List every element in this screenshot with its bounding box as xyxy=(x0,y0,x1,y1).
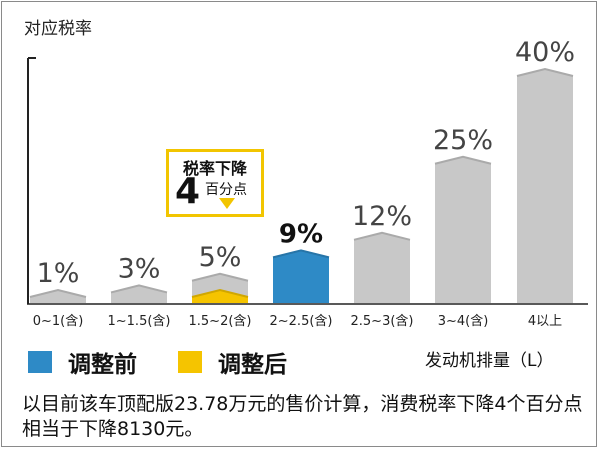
x-tick-label-2: 1~1.5(含) xyxy=(108,313,171,329)
bar-after-3-ridge xyxy=(191,288,249,298)
legend-before-swatch xyxy=(28,351,52,373)
legend-before: 调整前 xyxy=(28,345,137,379)
bar-after-3-body xyxy=(192,290,248,303)
value-labels: 1% 3% 5% 9% 12% 25% 40% xyxy=(37,37,575,289)
bars xyxy=(29,67,574,303)
bar-2-ridge xyxy=(110,284,168,294)
bar-2 xyxy=(110,284,168,303)
value-label-3: 5% xyxy=(199,242,242,273)
x-tick-label-5: 2.5~3(含) xyxy=(351,313,414,329)
bar-6 xyxy=(434,155,492,303)
bar-5-body xyxy=(354,232,410,303)
bar-4-body xyxy=(273,250,329,303)
bar-6-ridge xyxy=(434,155,492,165)
bar-5 xyxy=(353,231,411,303)
value-label-1: 1% xyxy=(37,258,80,289)
value-label-6: 25% xyxy=(433,125,493,156)
legend-after-label: 调整后 xyxy=(218,352,287,378)
x-tick-labels: 0~1(含) 1~1.5(含) 1.5~2(含) 2~2.5(含) 2.5~3(含) 3~… xyxy=(33,313,562,329)
down-arrow-icon xyxy=(219,198,235,209)
y-axis-label: 对应税率 xyxy=(24,19,92,39)
x-tick-label-3: 1.5~2(含) xyxy=(189,313,252,329)
x-tick-label-1: 0~1(含) xyxy=(33,313,84,329)
bar-3-ridge xyxy=(191,272,249,282)
legend-after: 调整后 xyxy=(178,345,287,379)
footnote: 以目前该车顶配版23.78万元的售价计算，消费税率下降4个百分点相当于下降813… xyxy=(22,393,583,440)
x-tick-label-4: 2~2.5(含) xyxy=(270,313,333,329)
value-label-4: 9% xyxy=(279,219,323,249)
value-label-5: 12% xyxy=(352,201,412,232)
callout-title: 税率下降 xyxy=(182,159,247,178)
tax-drop-callout: 税率下降 4 百分点 xyxy=(166,149,264,217)
bar-1 xyxy=(29,288,87,303)
bar-4 xyxy=(272,249,330,303)
bar-7-ridge xyxy=(516,67,574,77)
bar-7-body xyxy=(517,69,573,303)
legend-before-label: 调整前 xyxy=(68,352,137,378)
bar-1-ridge xyxy=(29,288,87,298)
bar-2-body xyxy=(111,285,167,303)
x-axis-title: 发动机排量（L） xyxy=(425,351,554,371)
bar-5-ridge xyxy=(353,231,411,241)
x-tick-label-6: 3~4(含) xyxy=(438,313,489,329)
legend-after-swatch xyxy=(178,351,202,373)
value-label-7: 40% xyxy=(515,37,575,68)
bar-4-ridge xyxy=(272,249,330,259)
bar-chart: 1% 3% 5% 9% 12% 25% 40% 0~1(含) 1~1.5(含) 1.5~2(含)… xyxy=(27,37,588,329)
bar-6-body xyxy=(435,156,491,303)
x-tick-label-7: 4以上 xyxy=(528,314,562,329)
bar-1-body xyxy=(30,290,86,303)
bar-7 xyxy=(516,67,574,303)
bar-after-3 xyxy=(191,288,249,303)
value-label-2: 3% xyxy=(118,253,161,284)
callout-number: 4 xyxy=(175,171,201,212)
callout-unit: 百分点 xyxy=(205,182,247,198)
